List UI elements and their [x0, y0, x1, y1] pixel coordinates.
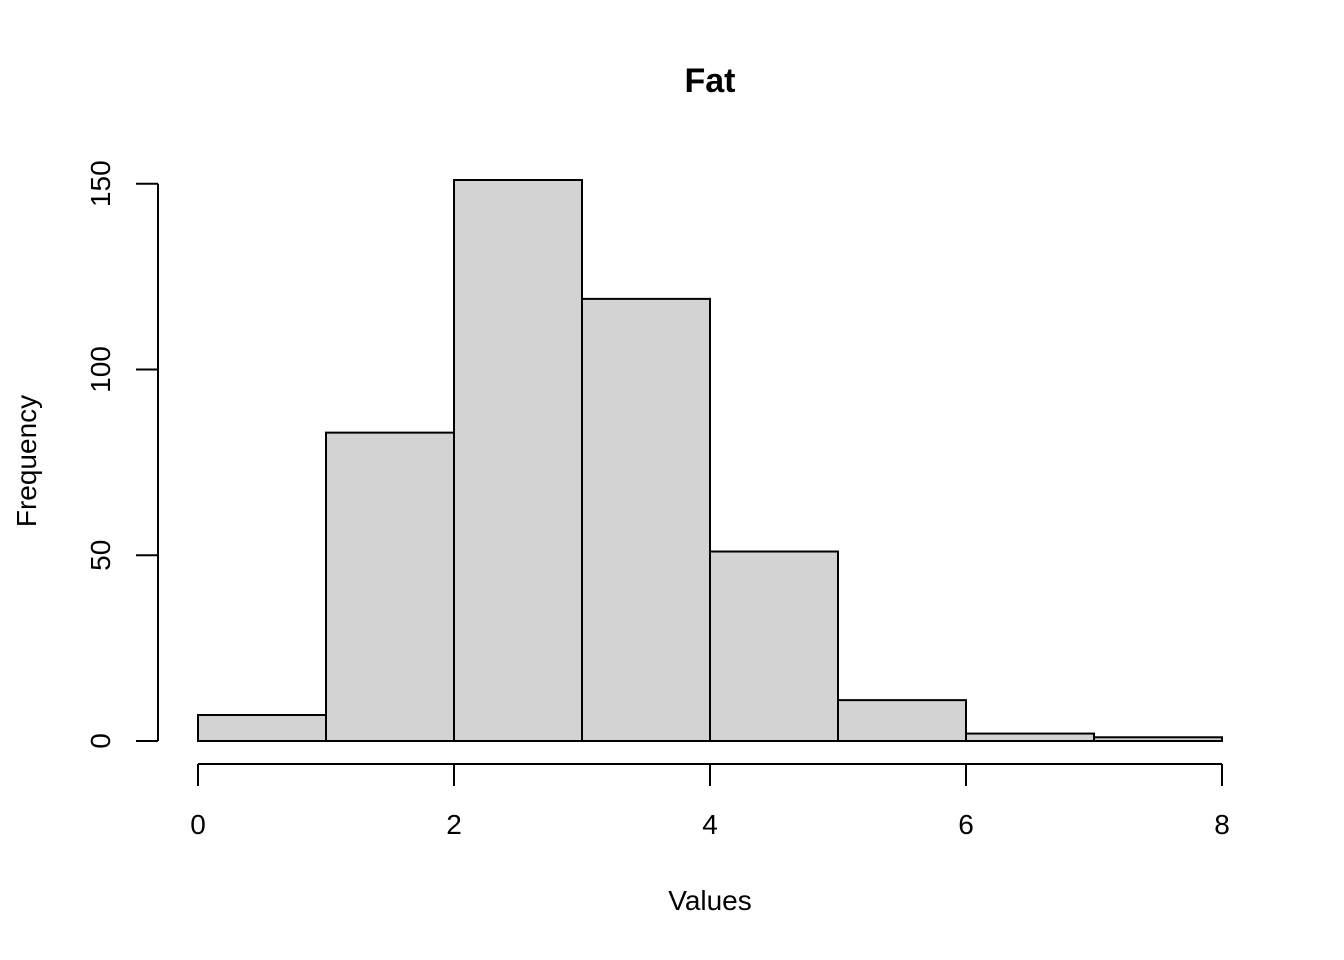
y-axis: 0 50 100 150 [85, 160, 159, 749]
chart-title: Fat [685, 62, 736, 100]
histogram-bar-4 [709, 550, 839, 743]
y-tick-label: 50 [85, 540, 116, 571]
histogram-bar-6 [965, 732, 1095, 742]
x-tick-label: 4 [702, 809, 718, 840]
histogram-bar-0 [197, 713, 327, 742]
y-tick-label: 0 [85, 733, 116, 749]
histogram-bar-7 [1093, 736, 1223, 743]
x-tick-label: 6 [958, 809, 974, 840]
x-axis: 0 2 4 6 8 [190, 763, 1230, 840]
histogram-bar-2 [453, 179, 583, 742]
x-tick-label: 8 [1214, 809, 1230, 840]
x-tick-label: 0 [190, 809, 206, 840]
y-tick-label: 150 [85, 160, 116, 207]
x-tick-label: 2 [446, 809, 462, 840]
histogram-bar-1 [325, 431, 455, 742]
y-axis-label: Frequency [11, 395, 42, 527]
histogram-bar-3 [581, 297, 711, 742]
x-axis-label: Values [668, 885, 752, 916]
y-tick-label: 100 [85, 346, 116, 393]
bars-group [197, 179, 1223, 743]
histogram-bar-5 [837, 699, 967, 742]
